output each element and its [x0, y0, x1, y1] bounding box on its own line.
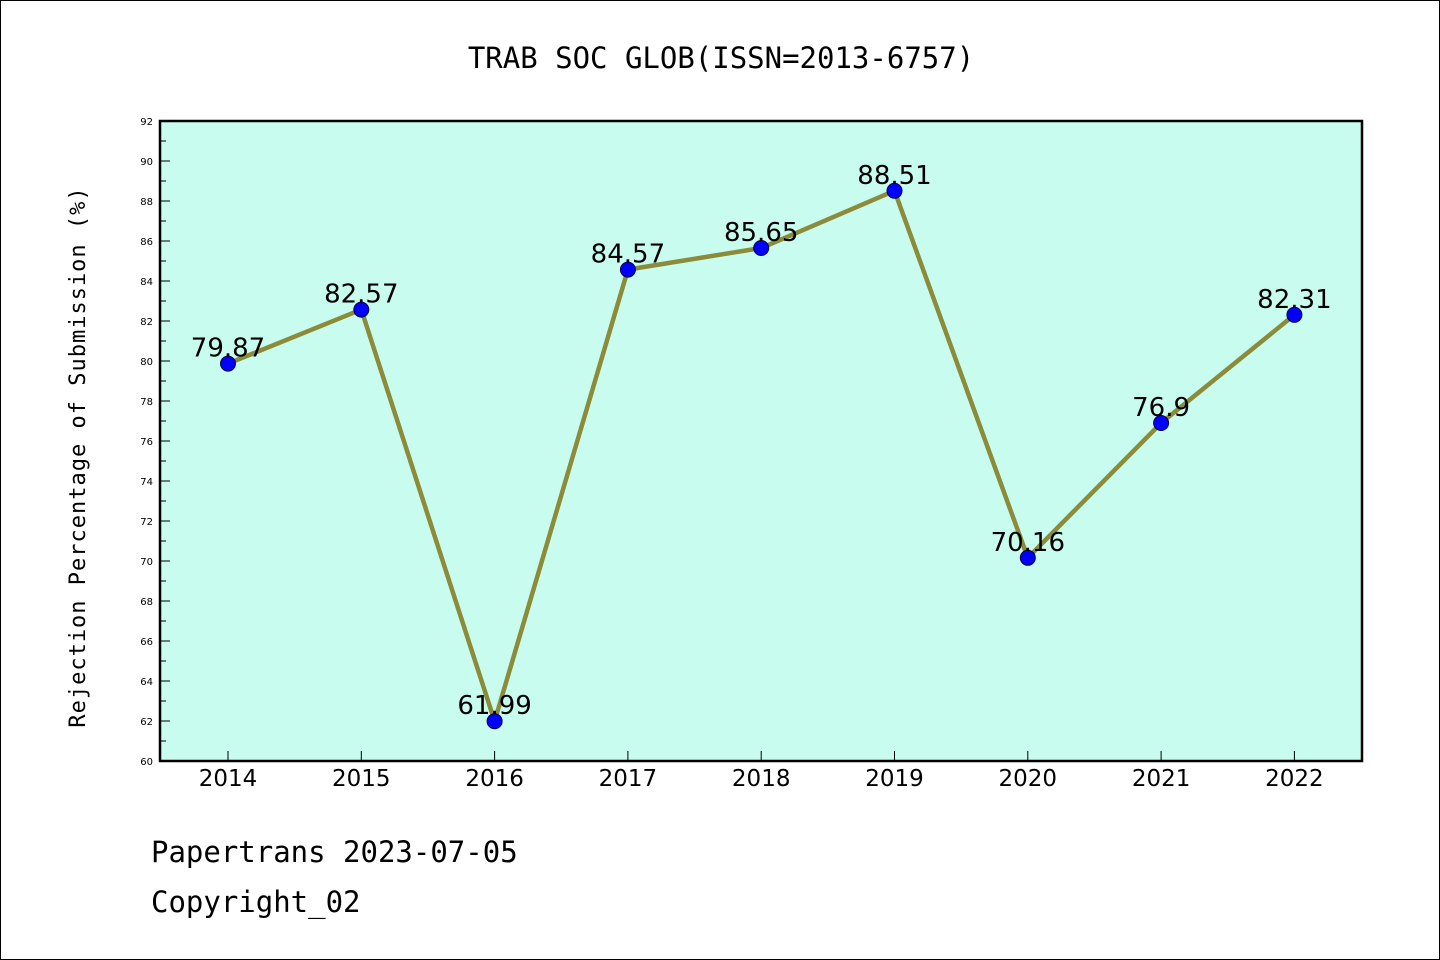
y-tick-label: 88	[140, 197, 153, 208]
data-label: 85.65	[724, 218, 798, 248]
y-tick-label: 76	[140, 437, 153, 448]
data-point	[220, 355, 236, 372]
x-tick-label: 2018	[732, 766, 791, 792]
y-tick-label: 68	[140, 597, 153, 608]
y-tick-label: 86	[140, 237, 153, 248]
x-tick-label: 2021	[1132, 766, 1191, 792]
y-axis: 60 62 64 66 68 70 72 74 76 78 80 82 84 86 88 90 92	[140, 117, 170, 768]
data-label: 61.99	[457, 691, 531, 721]
data-label: 84.57	[591, 240, 665, 270]
y-tick-label: 84	[140, 277, 153, 288]
data-point	[1019, 549, 1036, 566]
y-tick-label: 74	[140, 477, 153, 488]
plot-area	[158, 119, 1364, 763]
data-point	[1286, 306, 1303, 323]
y-tick-label: 90	[140, 157, 153, 168]
data-labels: 79.87 82.57 61.99 84.57 85.65 88.51 70.16 76.9 8…	[191, 161, 1332, 721]
y-tick-label: 82	[140, 317, 153, 328]
data-point	[353, 301, 370, 318]
x-tick-label: 2016	[465, 766, 524, 792]
y-tick-label: 78	[140, 397, 153, 408]
data-point	[753, 240, 770, 256]
x-tick-label: 2017	[599, 766, 658, 792]
footer-date: Papertrans 2023-07-05	[151, 835, 518, 869]
y-tick-label: 66	[140, 637, 153, 648]
y-tick-label: 92	[140, 117, 153, 128]
y-tick-label: 80	[140, 357, 153, 368]
y-tick-label: 72	[140, 517, 153, 528]
data-label: 79.87	[191, 334, 265, 364]
data-point	[486, 713, 503, 730]
y-tick-label: 64	[140, 677, 153, 688]
chart-title: TRAB SOC GLOB(ISSN=2013-6757)	[468, 41, 974, 75]
x-tick-label: 2015	[332, 766, 391, 792]
y-tick-label: 60	[140, 757, 153, 768]
x-axis: 2014 2015 2016 2017 2018 2019 2020 2021 2022	[199, 751, 1324, 792]
x-tick-label: 2022	[1265, 766, 1324, 792]
data-label: 70.16	[991, 528, 1065, 558]
data-label: 88.51	[857, 161, 931, 191]
data-point	[886, 182, 903, 199]
data-point	[1153, 415, 1170, 431]
x-tick-label: 2014	[199, 766, 258, 792]
data-label: 76.9	[1132, 393, 1190, 423]
data-markers	[220, 182, 1303, 730]
data-label: 82.31	[1257, 285, 1331, 315]
y-axis-label: Rejection Percentage of Submission (%)	[66, 186, 91, 727]
x-tick-label: 2019	[865, 766, 924, 792]
y-tick-label: 62	[140, 717, 153, 728]
y-tick-label: 70	[140, 557, 153, 568]
x-tick-label: 2020	[999, 766, 1058, 792]
data-point	[619, 261, 636, 278]
data-label: 82.57	[324, 280, 398, 310]
footer-copyright: Copyright_02	[151, 885, 361, 919]
